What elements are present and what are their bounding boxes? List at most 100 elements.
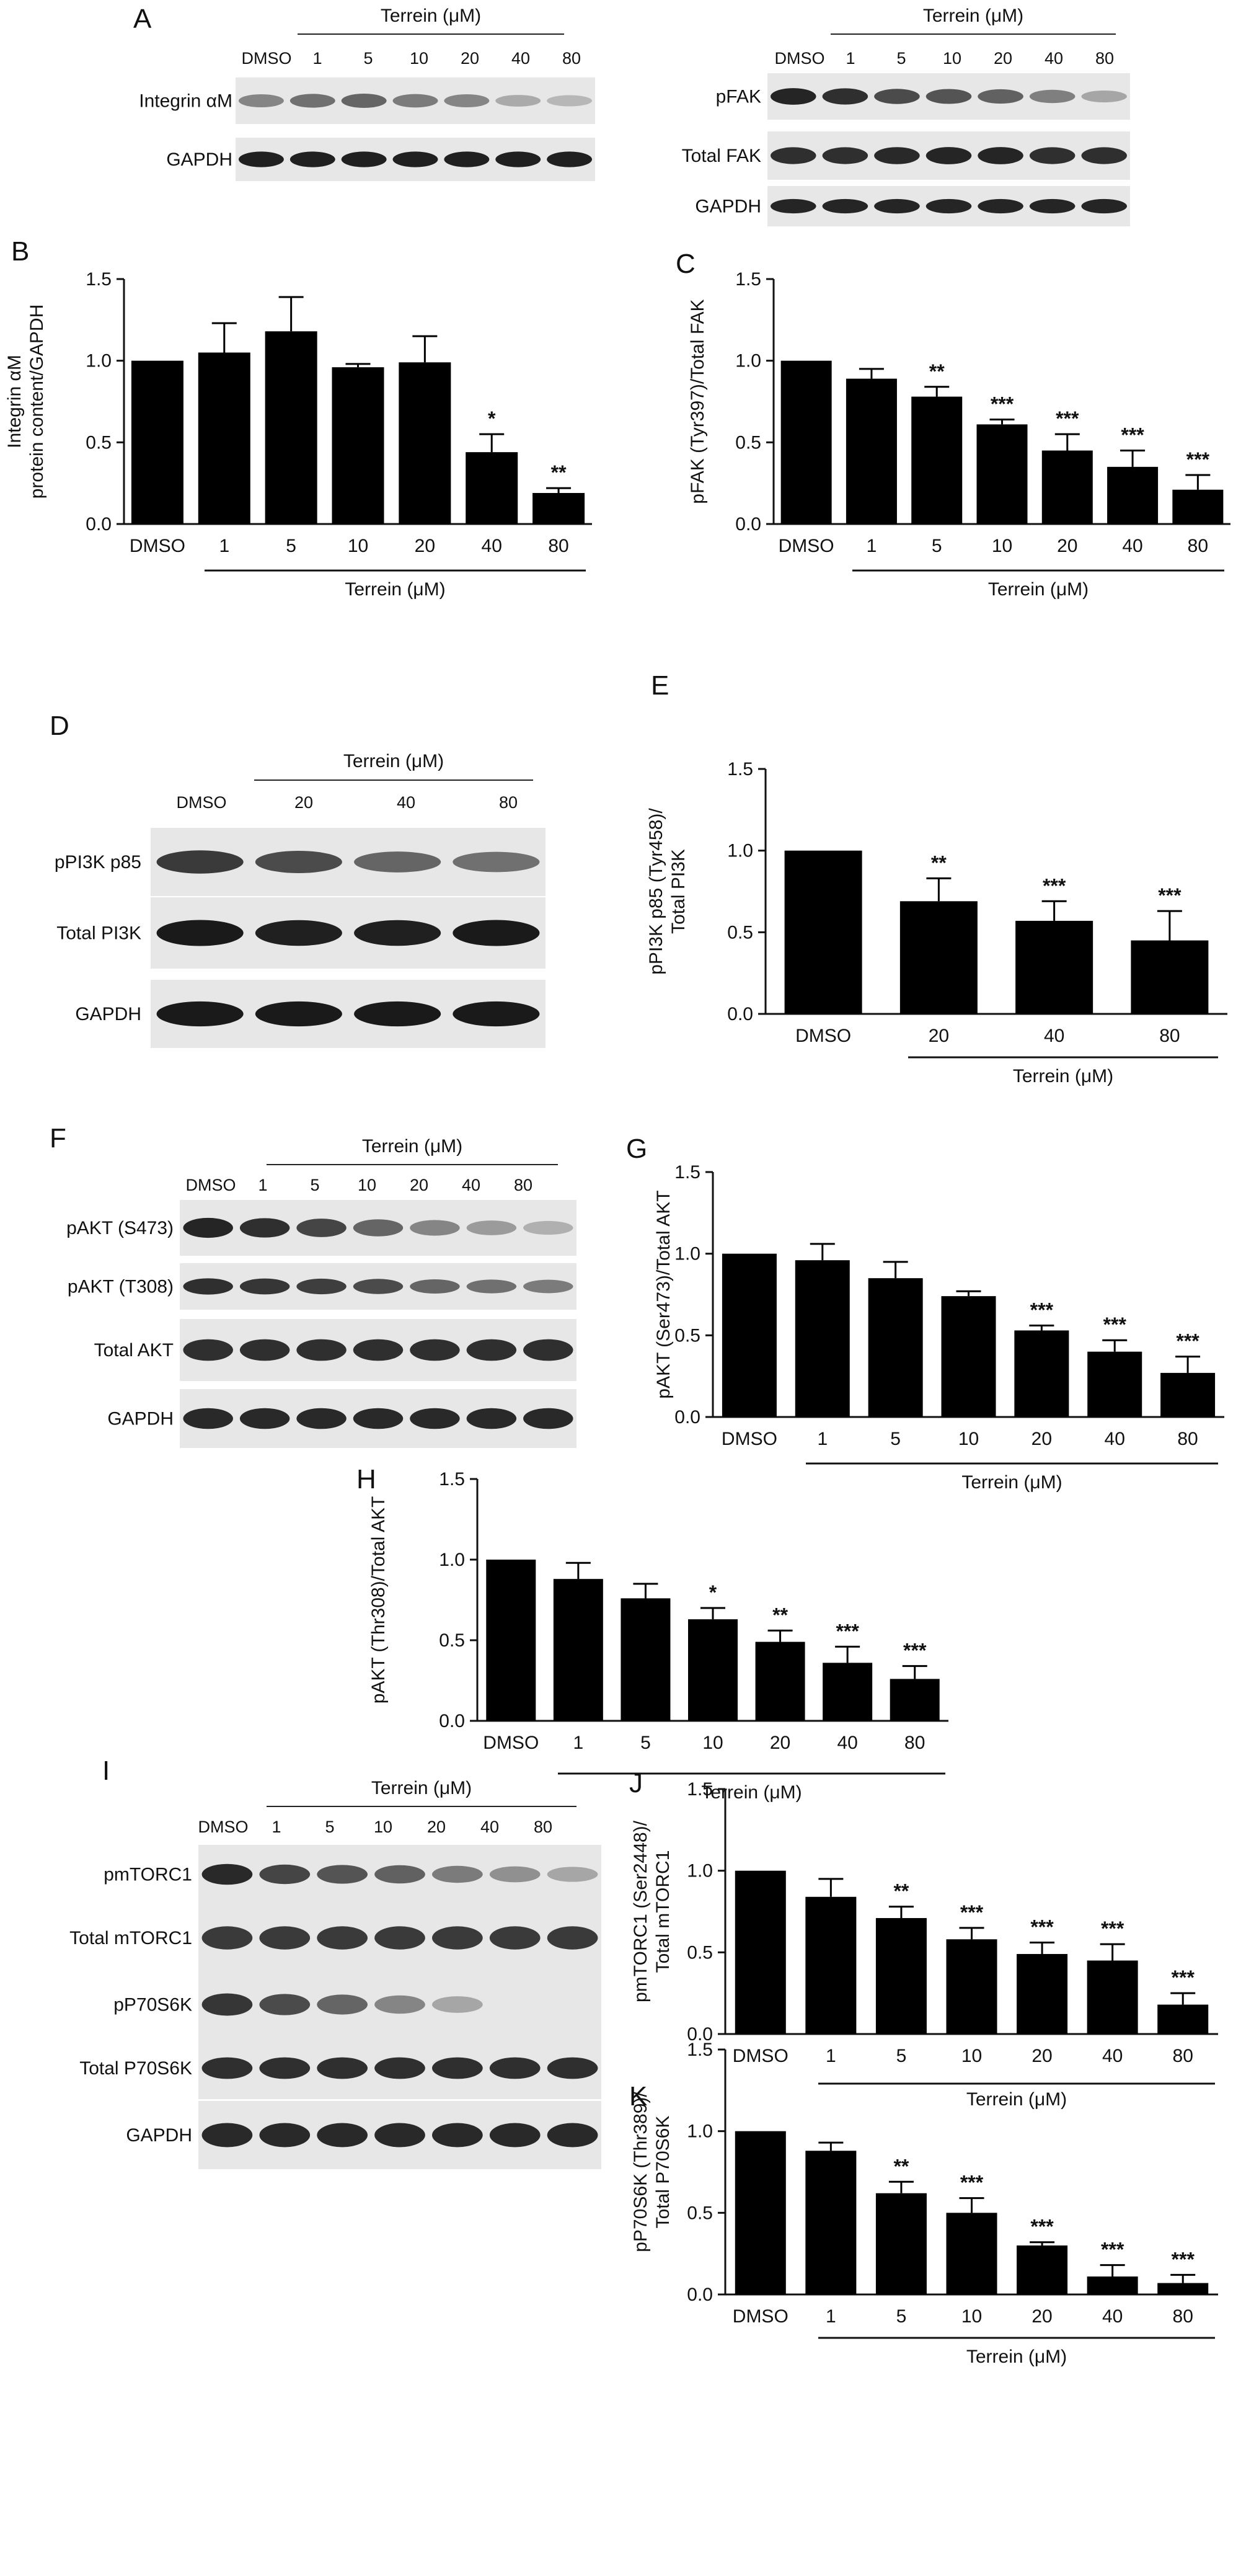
blot-band — [255, 1001, 342, 1027]
significance-mark: *** — [1172, 1966, 1195, 1989]
blot-row-label: pmTORC1 — [104, 1865, 192, 1885]
blot-band — [296, 1219, 347, 1237]
blot-band — [374, 2057, 425, 2079]
blot-band — [547, 151, 593, 167]
blot-band — [432, 1996, 483, 2013]
y-tick-label: 1.5 — [727, 759, 753, 779]
y-tick-label: 0.0 — [86, 514, 112, 535]
panel-label: J — [629, 1768, 643, 1798]
significance-mark: ** — [772, 1604, 788, 1626]
blot-band — [259, 2123, 311, 2147]
y-axis-label: pPI3K p85 (Tyr458)/Total PI3K — [646, 808, 689, 975]
lane-label: 10 — [943, 49, 961, 68]
blot-band — [874, 147, 920, 164]
lane-label: 1 — [846, 49, 855, 68]
x-tick-label: 5 — [932, 536, 942, 556]
blot-band — [771, 198, 816, 214]
blot-band — [317, 2123, 368, 2147]
x-axis-label: Terrein (μM) — [988, 579, 1089, 600]
bar — [735, 1870, 786, 2034]
bar — [1172, 489, 1224, 524]
blot-row-label: GAPDH — [126, 2125, 192, 2146]
bar — [198, 352, 250, 524]
x-tick-label: 40 — [1105, 1429, 1125, 1449]
blot-band — [453, 920, 540, 946]
x-tick-label: 80 — [1188, 536, 1208, 556]
blot-band — [1029, 198, 1076, 214]
lane-label: 40 — [397, 793, 415, 812]
x-tick-label: DMSO — [733, 2046, 789, 2066]
panel-label: H — [356, 1464, 376, 1495]
blot-band — [410, 1339, 460, 1361]
blot-row-label: pFAK — [716, 87, 761, 107]
blot-row-label: Integrin αM — [139, 91, 232, 112]
bar — [621, 1598, 671, 1721]
blot-band — [432, 1865, 483, 1883]
bar — [805, 1896, 857, 2034]
y-tick-label: 0.5 — [687, 1942, 713, 1963]
blot-row-label: Total mTORC1 — [69, 1928, 192, 1948]
blot-band — [410, 1220, 460, 1236]
x-tick-label: 10 — [992, 536, 1012, 556]
panel-label: C — [676, 249, 696, 279]
blot-band — [1081, 147, 1127, 164]
bar — [890, 1679, 940, 1721]
significance-mark: *** — [836, 1620, 859, 1642]
significance-mark: *** — [991, 393, 1014, 415]
treatment-group-label: Terrein (μM) — [362, 1136, 462, 1157]
bar — [755, 1641, 805, 1721]
x-tick-label: 40 — [837, 1733, 857, 1753]
significance-mark: *** — [1030, 1916, 1054, 1939]
lane-label: 80 — [562, 49, 581, 68]
significance-mark: ** — [931, 851, 947, 874]
x-tick-label: 5 — [896, 2306, 907, 2327]
panel-label: G — [626, 1134, 647, 1164]
x-tick-label: 80 — [1173, 2306, 1193, 2327]
y-axis-label: pP70S6K (Thr389)/Total P70S6K — [630, 2092, 673, 2252]
blot-band — [183, 1339, 233, 1361]
blot-band — [489, 1926, 541, 1950]
bar — [1087, 2276, 1138, 2294]
blot-band — [1029, 89, 1076, 104]
blot-band — [374, 1995, 425, 2014]
x-axis-label: Terrein (μM) — [961, 1472, 1062, 1493]
y-axis-label: Integrin αM protein content/GAPDH — [4, 304, 47, 499]
blot-row-label: pPI3K p85 — [55, 852, 141, 873]
blot-row-label: Total AKT — [94, 1340, 174, 1361]
blot-band — [523, 1339, 573, 1361]
lane-label: 80 — [534, 1818, 552, 1836]
lane-label: 20 — [461, 49, 479, 68]
blot-band — [201, 2057, 253, 2079]
significance-mark: *** — [1158, 884, 1182, 907]
blot-row-label: Total P70S6K — [79, 2058, 192, 2079]
bar — [846, 378, 897, 524]
bar — [1041, 450, 1093, 524]
blot-band — [1081, 90, 1127, 103]
x-tick-label: 20 — [1031, 1429, 1052, 1449]
y-tick-label: 0.0 — [727, 1004, 753, 1024]
blot-row-label: Total FAK — [682, 146, 761, 166]
y-tick-label: 0.5 — [727, 922, 753, 943]
x-tick-label: 10 — [961, 2306, 982, 2327]
significance-mark: *** — [1030, 1299, 1054, 1321]
blot-band — [255, 851, 342, 873]
treatment-group-label: Terrein (μM) — [923, 6, 1023, 26]
blot-band — [978, 89, 1023, 104]
y-tick-label: 1.0 — [687, 1861, 713, 1881]
x-tick-label: DMSO — [795, 1026, 851, 1046]
lane-label: DMSO — [186, 1176, 236, 1194]
blot-row-label: GAPDH — [166, 149, 232, 170]
blot-band — [978, 147, 1023, 164]
lane-label: 20 — [427, 1818, 446, 1836]
blot-band — [432, 2057, 483, 2079]
blot-row-label: pAKT (S473) — [66, 1218, 174, 1238]
y-tick-label: 1.0 — [687, 2121, 713, 2142]
blot-band — [289, 94, 335, 108]
x-axis-label: Terrein (μM) — [701, 1782, 802, 1803]
blot-row-label: GAPDH — [107, 1409, 174, 1429]
x-tick-label: 10 — [961, 2046, 982, 2066]
blot-band — [466, 1279, 517, 1294]
blot-band — [317, 2057, 368, 2079]
y-tick-label: 0.0 — [735, 514, 761, 535]
lane-label: 1 — [272, 1818, 281, 1836]
